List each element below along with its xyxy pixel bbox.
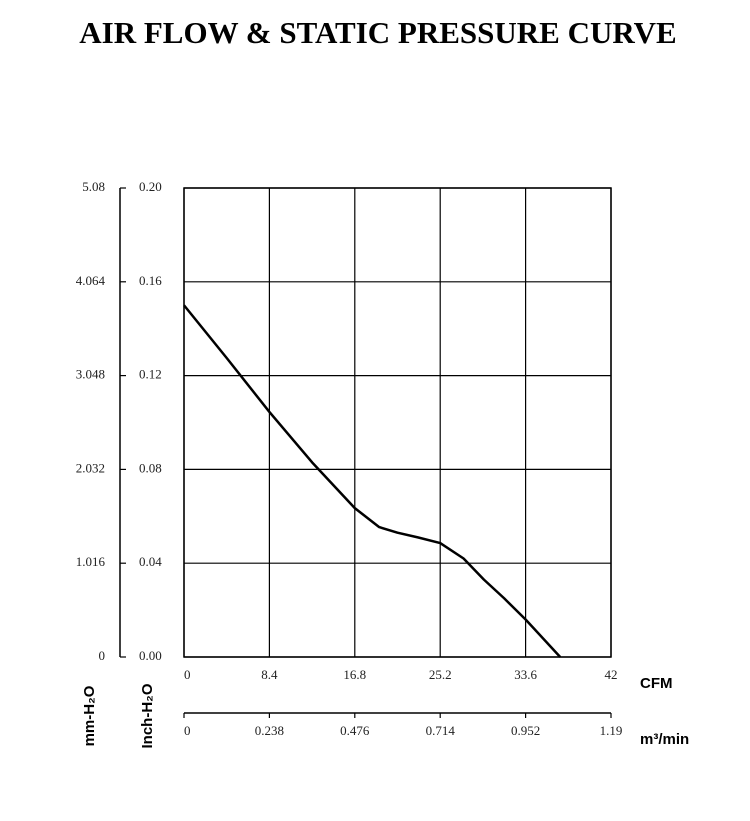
x2-tick-label: 0.476 bbox=[340, 723, 370, 738]
y2-axis-label: mm-H₂O bbox=[81, 685, 98, 746]
y2-tick-label: 0 bbox=[99, 648, 106, 663]
y2-tick-label: 2.032 bbox=[76, 460, 105, 475]
y2-tick-label: 4.064 bbox=[76, 273, 106, 288]
y-tick-label: 0.04 bbox=[139, 554, 162, 569]
curve bbox=[183, 304, 562, 658]
x2-tick-label: 1.19 bbox=[600, 723, 623, 738]
y2-tick-label: 5.08 bbox=[82, 179, 105, 194]
x2-tick-label: 0.714 bbox=[426, 723, 456, 738]
y-tick-label: 0.08 bbox=[139, 460, 162, 475]
y2-tick-label: 1.016 bbox=[76, 554, 106, 569]
x-tick-label: 33.6 bbox=[514, 667, 537, 682]
y-tick-label: 0.00 bbox=[139, 648, 162, 663]
plot-frame bbox=[183, 187, 612, 658]
x-tick-label: 0 bbox=[184, 667, 191, 682]
x-tick-label: 16.8 bbox=[343, 667, 366, 682]
x2-tick-label: 0 bbox=[184, 723, 191, 738]
x-axis-label: CFM bbox=[640, 675, 673, 692]
y-axis-label: Inch-H₂O bbox=[139, 683, 156, 748]
y-tick-label: 0.12 bbox=[139, 367, 162, 382]
y2-tick-label: 3.048 bbox=[76, 367, 105, 382]
x2-tick-label: 0.238 bbox=[255, 723, 284, 738]
chart-title: AIR FLOW & STATIC PRESSURE CURVE bbox=[79, 15, 676, 50]
x-tick-label: 25.2 bbox=[429, 667, 452, 682]
x-tick-label: 42 bbox=[605, 667, 618, 682]
x2-tick-label: 0.952 bbox=[511, 723, 540, 738]
y-tick-label: 0.20 bbox=[139, 179, 162, 194]
x2-axis-label: m³/min bbox=[640, 731, 689, 748]
y-tick-label: 0.16 bbox=[139, 273, 162, 288]
x-tick-label: 8.4 bbox=[261, 667, 278, 682]
